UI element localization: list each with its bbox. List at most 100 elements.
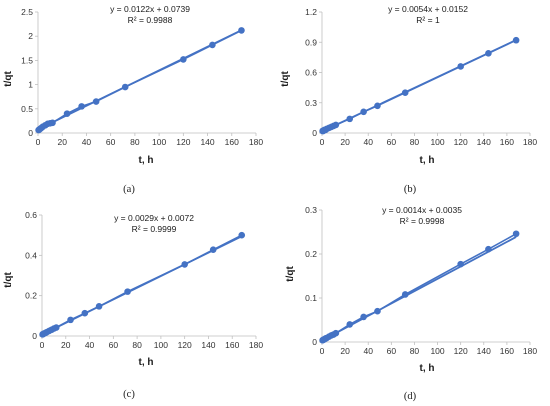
y-tick-label: 0.5 [21,104,33,114]
data-point [512,36,520,44]
x-tick-label: 20 [340,346,350,356]
y-axis-label: t/qt [3,71,14,87]
data-point [209,41,216,49]
y-tick-label: 0.6 [305,68,317,78]
y-tick-label: 2.5 [21,7,33,17]
x-tick-label: 180 [523,137,537,147]
panel-d: y = 0.0014x + 0.0035 R² = 0.9998 0 20 40 60… [285,205,537,402]
data-point [360,313,367,321]
data-point [209,246,217,253]
equation-text: y = 0.0054x + 0.0152 [388,4,468,14]
x-tick-label: 160 [225,137,239,147]
y-tick-label: 0.9 [305,37,317,47]
equation-text: y = 0.0122x + 0.0739 [110,4,190,14]
data-point [81,309,89,317]
x-tick-label: 120 [454,137,468,147]
x-tick-label: 80 [410,346,420,356]
panel-caption: (d) [404,391,417,402]
x-tick-label: 0 [40,340,45,350]
data-point [332,121,340,129]
x-tick-label: 140 [200,137,214,147]
x-tick-label: 180 [249,137,263,147]
data-point [457,260,464,268]
data-point [78,103,85,110]
r2-text: R² = 0.9988 [128,15,173,25]
y-tick-label: 0 [312,128,317,138]
x-tick-label: 40 [85,340,95,350]
x-tick-label: 80 [130,137,140,147]
x-tick-label: 60 [387,137,397,147]
x-tick-label: 160 [500,137,514,147]
r2-text: R² = 0.9998 [400,216,445,226]
x-tick-label: 20 [340,137,350,147]
plot-area: 0 20 40 60 80 100 120 140 160 180 0 0.1 0.2 0.3 [305,205,537,356]
data-point [124,288,131,295]
y-axis-label: t/qt [280,71,291,87]
y-tick-label: 2 [28,31,33,41]
panel-caption: (b) [404,184,417,195]
x-tick-label: 140 [477,346,491,356]
data-point [92,98,100,105]
panel-a: y = 0.0122x + 0.0739 R² = 0.9988 0 20 40 60… [3,4,263,195]
y-tick-label: 1.5 [21,55,33,65]
data-point [346,115,354,123]
x-tick-label: 60 [387,346,397,356]
y-tick-label: 1 [28,80,33,90]
x-tick-label: 40 [82,137,92,147]
y-tick-label: 0 [312,337,317,347]
data-point [512,230,520,238]
x-tick-label: 0 [320,137,325,147]
x-tick-label: 120 [176,137,190,147]
plot-area: 0 20 40 60 80 100 120 140 160 180 0 0.2 0.4 0.6 [25,210,263,350]
x-tick-label: 120 [178,340,192,350]
panel-caption: (c) [123,389,135,400]
x-axis-label: t, h [139,357,154,368]
y-tick-label: 0 [32,331,37,341]
y-tick-label: 1.2 [305,7,317,17]
data-point [332,329,340,337]
x-tick-label: 100 [152,137,166,147]
r2-text: R² = 1 [416,15,440,25]
x-axis-label: t, h [139,155,154,166]
data-point [485,50,492,57]
r2-text: R² = 0.9999 [132,224,177,234]
data-point [238,27,245,34]
panel-b: y = 0.0054x + 0.0152 R² = 1 0 20 40 60 80 100… [280,4,537,195]
y-tick-label: 0 [28,128,33,138]
data-point [49,119,56,127]
x-tick-label: 120 [454,346,468,356]
y-tick-label: 0.4 [25,250,37,260]
y-axis-label: t/qt [285,266,296,282]
x-axis-label: t, h [420,363,435,374]
trendline [322,236,517,341]
data-point [485,245,492,253]
x-axis-label: t, h [420,155,435,166]
data-point [238,231,246,239]
x-tick-label: 160 [500,346,514,356]
data-point [181,261,188,268]
x-tick-label: 140 [477,137,491,147]
x-tick-label: 20 [57,137,67,147]
y-tick-label: 0.6 [25,210,37,220]
x-tick-label: 180 [249,340,263,350]
x-tick-label: 40 [363,137,373,147]
x-tick-label: 100 [154,340,168,350]
x-tick-label: 140 [201,340,215,350]
x-tick-label: 0 [36,137,41,147]
y-tick-label: 0.3 [305,205,317,215]
y-tick-label: 0.2 [25,291,37,301]
x-tick-label: 60 [106,137,116,147]
data-point [95,303,103,310]
x-tick-label: 40 [363,346,373,356]
x-tick-label: 20 [61,340,71,350]
data-point [457,63,464,70]
plot-area: 0 20 40 60 80 100 120 140 160 180 0 0.5 1 1.5 2 2.5 [21,7,263,147]
plot-area: 0 20 40 60 80 100 120 140 160 180 0 0.3 0.6 0.9 1.2 [305,7,537,147]
x-tick-label: 160 [225,340,239,350]
panel-caption: (a) [123,184,135,195]
x-tick-label: 180 [523,346,537,356]
x-tick-label: 60 [109,340,119,350]
x-tick-label: 80 [132,340,142,350]
y-tick-label: 0.1 [305,293,317,303]
